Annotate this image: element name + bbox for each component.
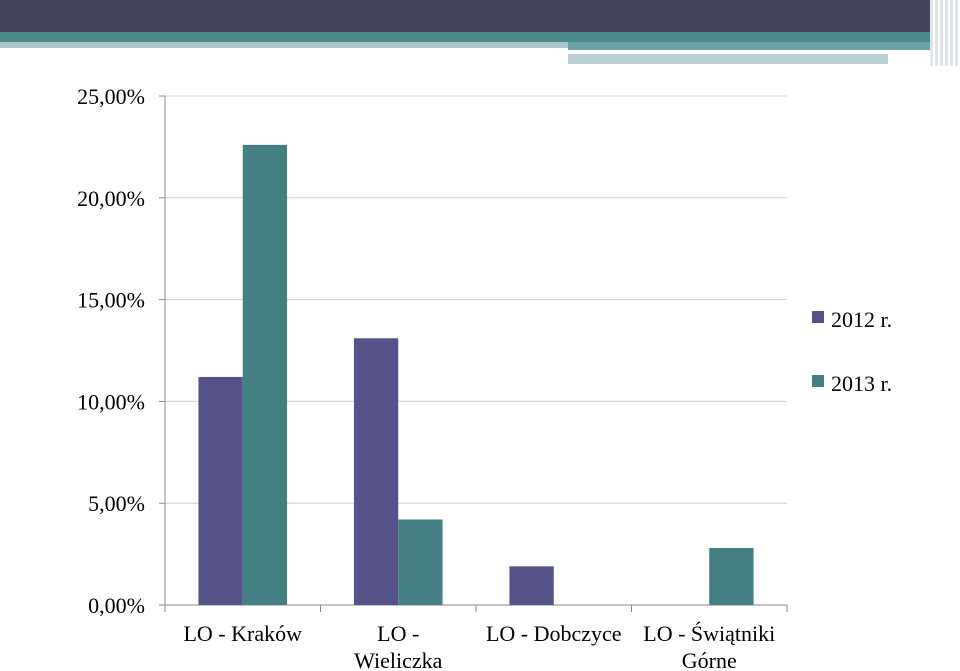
y-tick-label: 15,00% [77,288,145,313]
category-label: Górne [682,648,737,671]
category-label: LO - Świątniki [643,621,775,646]
y-tick-label: 10,00% [77,389,145,414]
bar-series-1 [509,566,554,605]
y-tick-label: 5,00% [88,491,145,516]
category-label: Wieliczka [354,648,443,671]
edge-stripes-decoration [930,0,960,66]
bar-series-1 [353,338,399,605]
title-bar-decoration [0,0,960,32]
teal-band-decoration [0,32,960,42]
category-label: LO - [377,621,419,646]
category-label: LO - Dobczyce [486,621,622,646]
light-band-decoration [0,42,960,48]
legend-swatch [812,375,824,387]
bar-series-2 [709,547,754,605]
accent-line-decoration [568,52,888,54]
legend-label: 2013 r. [831,371,892,396]
bar-series-2 [242,144,288,605]
bar-series-2 [398,519,443,605]
y-tick-label: 20,00% [77,186,145,211]
legend-swatch [812,311,824,323]
accent-band-lower-decoration [568,54,888,64]
category-label: LO - Kraków [183,621,302,646]
y-tick-label: 25,00% [77,84,145,109]
legend-label: 2012 r. [831,307,892,332]
accent-band-decoration [568,42,960,50]
bar-series-1 [198,376,243,605]
y-tick-label: 0,00% [88,593,145,618]
